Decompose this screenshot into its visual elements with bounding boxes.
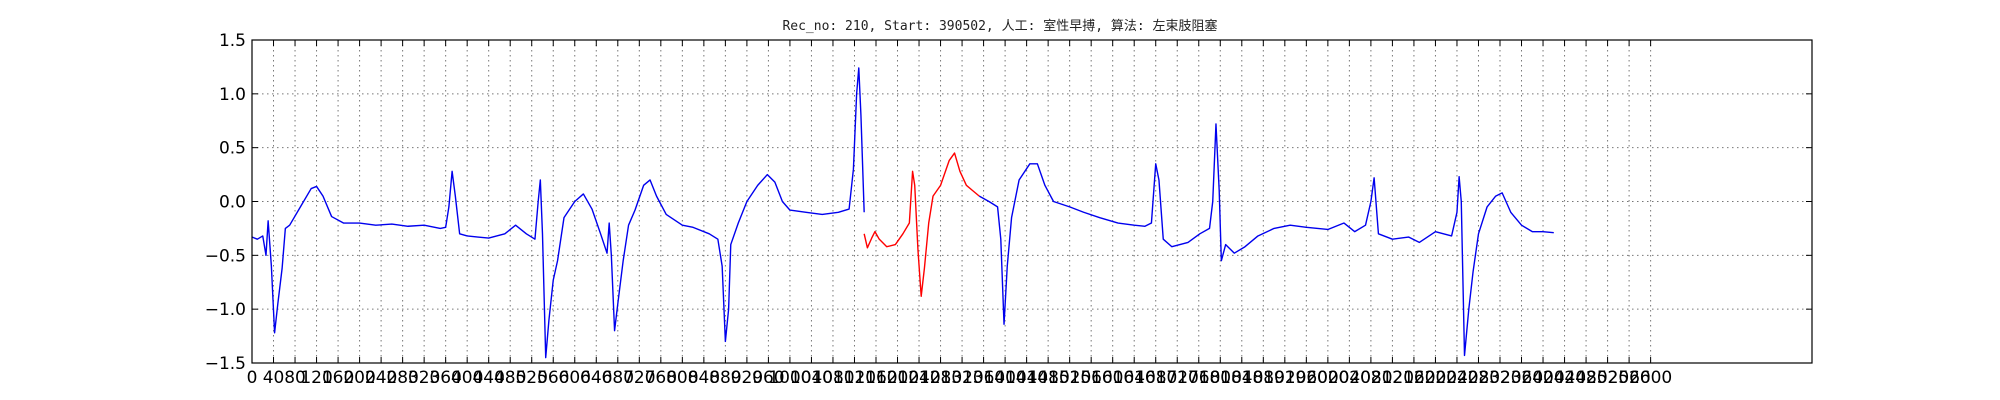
x-tick-label: 2040 bbox=[1328, 368, 1371, 388]
x-tick-label: 520 bbox=[515, 368, 547, 388]
x-tick-label: 760 bbox=[645, 368, 677, 388]
x-tick-label: 600 bbox=[559, 368, 591, 388]
x-tick-label: 1680 bbox=[1134, 368, 1177, 388]
y-tick-label: −1.5 bbox=[205, 354, 246, 374]
x-tick-label: 1800 bbox=[1199, 368, 1242, 388]
x-tick-label: 680 bbox=[602, 368, 634, 388]
x-tick-label: 80 bbox=[284, 368, 306, 388]
x-tick-label: 560 bbox=[537, 368, 569, 388]
x-tick-label: 1920 bbox=[1263, 368, 1306, 388]
y-tick-label: 0.5 bbox=[219, 139, 246, 159]
y-tick-label: 1.5 bbox=[219, 31, 246, 51]
x-tick-label: 120 bbox=[300, 368, 332, 388]
x-tick-label: 0 bbox=[247, 368, 258, 388]
x-tick-label: 1320 bbox=[940, 368, 983, 388]
x-tick-label: 2280 bbox=[1457, 368, 1500, 388]
grid-lines bbox=[251, 39, 1812, 364]
chart-title: Rec_no: 210, Start: 390502, 人工: 室性早搏, 算法… bbox=[782, 18, 1217, 34]
x-tick-label: 1240 bbox=[897, 368, 940, 388]
x-tick-label: 1560 bbox=[1070, 368, 1113, 388]
x-tick-label: 320 bbox=[408, 368, 440, 388]
x-tick-label: 1640 bbox=[1113, 368, 1156, 388]
x-tick-label: 1840 bbox=[1220, 368, 1263, 388]
x-tick-label: 400 bbox=[451, 368, 483, 388]
x-tick-label: 2560 bbox=[1607, 368, 1650, 388]
x-tick-label: 1520 bbox=[1048, 368, 1091, 388]
x-tick-label: 2400 bbox=[1521, 368, 1564, 388]
x-tick-label: 2600 bbox=[1629, 368, 1672, 388]
x-tick-label: 1360 bbox=[962, 368, 1005, 388]
x-tick-label: 1000 bbox=[768, 368, 811, 388]
x-tick-label: 1440 bbox=[1005, 368, 1048, 388]
x-tick-label: 2480 bbox=[1564, 368, 1607, 388]
series-layer bbox=[251, 67, 1554, 359]
x-tick-label: 880 bbox=[709, 368, 741, 388]
x-tick-label: 1120 bbox=[833, 368, 876, 388]
x-tick-label: 1960 bbox=[1285, 368, 1328, 388]
x-tick-label: 920 bbox=[731, 368, 763, 388]
axis-ticks: 0 40 8012016020024028032036040044048052056… bbox=[205, 31, 1812, 388]
x-tick-label: 2360 bbox=[1500, 368, 1543, 388]
x-tick-label: 360 bbox=[429, 368, 461, 388]
x-tick-label: 2240 bbox=[1435, 368, 1478, 388]
x-tick-label: 2080 bbox=[1349, 368, 1392, 388]
series-line-2 bbox=[863, 152, 980, 297]
x-tick-label: 1080 bbox=[811, 368, 854, 388]
x-tick-label: 720 bbox=[623, 368, 655, 388]
x-tick-label: 1400 bbox=[983, 368, 1026, 388]
x-tick-label: 2440 bbox=[1543, 368, 1586, 388]
x-tick-label: 2120 bbox=[1371, 368, 1414, 388]
x-tick-label: 1760 bbox=[1177, 368, 1220, 388]
series-line-1 bbox=[251, 67, 865, 359]
x-tick-label: 1280 bbox=[919, 368, 962, 388]
x-tick-label: 1720 bbox=[1156, 368, 1199, 388]
x-tick-label: 1040 bbox=[790, 368, 833, 388]
x-tick-label: 1600 bbox=[1091, 368, 1134, 388]
x-tick-label: 640 bbox=[580, 368, 612, 388]
x-tick-label: 200 bbox=[343, 368, 375, 388]
x-tick-label: 280 bbox=[386, 368, 418, 388]
x-tick-label: 1160 bbox=[854, 368, 897, 388]
y-tick-label: 1.0 bbox=[219, 85, 246, 105]
x-tick-label: 1880 bbox=[1242, 368, 1285, 388]
x-tick-label: 480 bbox=[494, 368, 526, 388]
x-tick-label: 240 bbox=[365, 368, 397, 388]
x-tick-label: 1480 bbox=[1027, 368, 1070, 388]
x-tick-label: 1200 bbox=[876, 368, 919, 388]
x-tick-label: 2000 bbox=[1306, 368, 1349, 388]
series-line-3 bbox=[978, 123, 1554, 357]
y-tick-label: −0.5 bbox=[205, 246, 246, 266]
x-tick-label: 2520 bbox=[1586, 368, 1629, 388]
x-tick-label: 40 bbox=[263, 368, 285, 388]
x-tick-label: 960 bbox=[752, 368, 784, 388]
x-tick-label: 2160 bbox=[1392, 368, 1435, 388]
x-tick-label: 440 bbox=[472, 368, 504, 388]
x-tick-label: 800 bbox=[666, 368, 698, 388]
x-tick-label: 840 bbox=[688, 368, 720, 388]
x-tick-label: 2200 bbox=[1414, 368, 1457, 388]
x-tick-label: 2320 bbox=[1478, 368, 1521, 388]
y-tick-label: −1.0 bbox=[205, 300, 246, 320]
y-tick-label: 0.0 bbox=[219, 193, 246, 213]
x-tick-label: 160 bbox=[322, 368, 354, 388]
